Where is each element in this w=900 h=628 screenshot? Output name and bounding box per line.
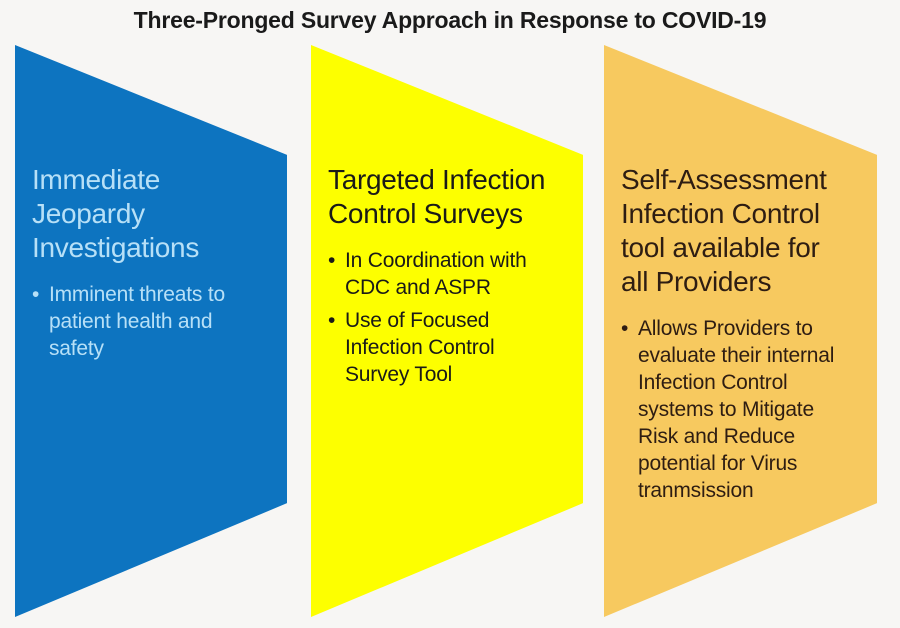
bullet-item: • Allows Providers to evaluate their int… (621, 315, 871, 504)
bullet-list: • In Coordination with CDC and ASPR • Us… (328, 247, 577, 388)
bullet-dot-icon: • (328, 249, 336, 272)
diagram-title: Three-Pronged Survey Approach in Respons… (133, 7, 767, 33)
bullet-text: Allows Providers to evaluate their inter… (638, 317, 835, 502)
panel-heading: Immediate Jeopardy Investigations (32, 164, 200, 263)
panel-heading: Targeted Infection Control Surveys (328, 164, 546, 229)
bullet-list: • Allows Providers to evaluate their int… (621, 315, 871, 504)
bullet-item: • Imminent threats to patient health and… (32, 281, 281, 362)
bullet-item: • Use of Focused Infection Control Surve… (328, 307, 577, 388)
bullet-text: Imminent threats to patient health and s… (49, 283, 225, 360)
panel-content: Self-Assessment Infection Control tool a… (604, 45, 877, 504)
bullet-text: Use of Focused Infection Control Survey … (345, 309, 495, 386)
panel-self-assessment-infection-control-tool: Self-Assessment Infection Control tool a… (604, 45, 877, 617)
panel-heading: Self-Assessment Infection Control tool a… (621, 164, 827, 297)
panel-immediate-jeopardy-investigations: Immediate Jeopardy Investigations • Immi… (15, 45, 287, 617)
panel-content: Immediate Jeopardy Investigations • Immi… (15, 45, 287, 362)
panel-content: Targeted Infection Control Surveys • In … (311, 45, 583, 388)
bullet-dot-icon: • (328, 309, 336, 332)
bullet-item: • In Coordination with CDC and ASPR (328, 247, 577, 301)
bullet-list: • Imminent threats to patient health and… (32, 281, 281, 362)
bullet-dot-icon: • (32, 283, 40, 306)
bullet-text: In Coordination with CDC and ASPR (345, 249, 527, 299)
bullet-dot-icon: • (621, 317, 629, 340)
panel-targeted-infection-control-surveys: Targeted Infection Control Surveys • In … (311, 45, 583, 617)
